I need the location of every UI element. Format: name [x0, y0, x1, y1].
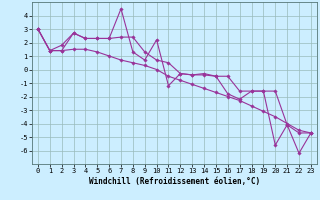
- X-axis label: Windchill (Refroidissement éolien,°C): Windchill (Refroidissement éolien,°C): [89, 177, 260, 186]
